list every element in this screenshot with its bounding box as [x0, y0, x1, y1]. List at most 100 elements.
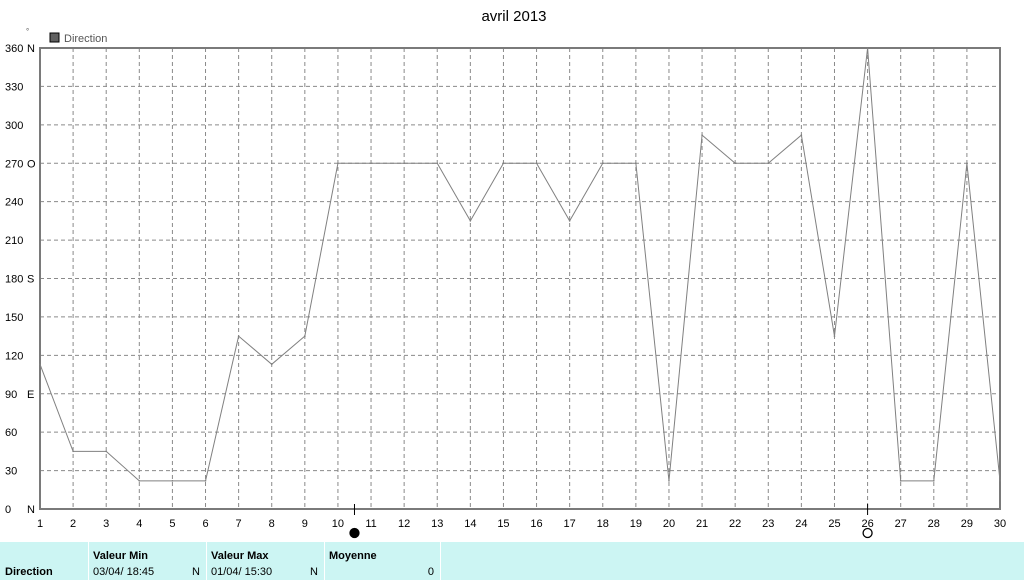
- x-tick-label: 28: [928, 518, 940, 530]
- data-point: [635, 162, 637, 165]
- x-tick-label: 4: [136, 518, 142, 530]
- x-tick-label: 30: [994, 518, 1006, 530]
- data-point: [105, 450, 108, 453]
- data-point: [568, 220, 571, 222]
- x-tick-label: 29: [961, 518, 973, 530]
- data-point: [469, 220, 472, 222]
- y-tick-label: 330: [5, 81, 23, 93]
- x-tick-label: 11: [365, 518, 376, 530]
- data-point: [866, 47, 869, 49]
- x-tick-label: 6: [202, 518, 208, 530]
- y-direction-label: S: [27, 274, 34, 286]
- full-moon-icon: [862, 527, 873, 539]
- data-point: [601, 162, 604, 165]
- data-point: [899, 480, 902, 482]
- data-point: [436, 162, 439, 165]
- footer-separator: [88, 542, 89, 580]
- footer-series-cell: Direction: [0, 542, 88, 580]
- data-point: [72, 450, 74, 453]
- footer-max-cell: Valeur Max 01/04/ 15:30 N: [206, 542, 324, 580]
- data-point: [337, 162, 339, 165]
- footer-min-cell: Valeur Min 03/04/ 18:45 N: [88, 542, 206, 580]
- new-moon-icon: [349, 527, 360, 539]
- y-direction-label: O: [27, 158, 36, 170]
- legend-label: Direction: [64, 33, 107, 45]
- data-point: [204, 480, 207, 482]
- y-tick-label: 270: [5, 158, 23, 170]
- data-point: [966, 162, 968, 165]
- data-point: [932, 480, 935, 482]
- footer-separator: [440, 542, 441, 580]
- y-tick-label: 30: [5, 466, 17, 478]
- min-value: 03/04/ 18:45: [93, 566, 155, 578]
- data-point: [502, 162, 505, 165]
- x-tick-label: 7: [236, 518, 242, 530]
- x-tick-label: 10: [332, 518, 344, 530]
- y-direction-label: N: [27, 43, 35, 55]
- legend-swatch: [49, 32, 60, 43]
- data-point: [800, 134, 803, 136]
- x-tick-label: 19: [630, 518, 642, 530]
- unit-mark: °: [26, 27, 29, 36]
- y-tick-label: 150: [5, 312, 23, 324]
- x-tick-label: 26: [861, 518, 873, 530]
- x-tick-label: 13: [431, 518, 443, 530]
- y-direction-label: E: [27, 389, 34, 401]
- series-line-direction: [39, 47, 1001, 482]
- x-tick-label: 3: [103, 518, 109, 530]
- data-point: [999, 480, 1001, 482]
- x-tick-label: 27: [895, 518, 907, 530]
- x-tick-label: 2: [70, 518, 76, 530]
- x-tick-label: 23: [762, 518, 774, 530]
- data-point: [833, 335, 836, 337]
- x-tick-label: 17: [564, 518, 576, 530]
- x-tick-label: 5: [169, 518, 175, 530]
- footer-separator: [206, 542, 207, 580]
- data-point: [403, 162, 405, 165]
- max-unit: N: [310, 566, 318, 578]
- y-direction-label: N: [27, 504, 35, 516]
- max-value: 01/04/ 15:30: [211, 566, 273, 578]
- x-tick-label: 12: [398, 518, 410, 530]
- data-point: [39, 363, 41, 366]
- y-tick-label: 120: [5, 350, 23, 362]
- footer-separator: [324, 542, 325, 580]
- data-point: [701, 134, 703, 136]
- x-tick-label: 15: [497, 518, 509, 530]
- y-tick-label: 240: [5, 197, 23, 209]
- x-tick-label: 9: [302, 518, 308, 530]
- data-point: [767, 162, 770, 165]
- data-point: [668, 480, 670, 482]
- y-tick-label: 300: [5, 120, 23, 132]
- y-tick-label: 360: [5, 43, 23, 55]
- chart-title: avril 2013: [481, 8, 546, 25]
- x-tick-label: 14: [464, 518, 476, 530]
- data-point: [734, 162, 736, 165]
- data-point: [237, 335, 240, 337]
- x-tick-label: 22: [729, 518, 741, 530]
- data-point: [138, 480, 141, 482]
- avg-value: 0: [427, 566, 434, 578]
- plot-frame: [39, 47, 1001, 510]
- data-point: [270, 363, 273, 366]
- footer-series-name: Direction: [5, 566, 53, 578]
- stats-footer: Direction Valeur Min 03/04/ 18:45 N Vale…: [0, 542, 1024, 580]
- data-point: [171, 480, 174, 482]
- x-tick-label: 25: [828, 518, 840, 530]
- data-point: [535, 162, 538, 165]
- x-tick-label: 24: [795, 518, 807, 530]
- x-tick-label: 1: [37, 518, 43, 530]
- max-header: Valeur Max: [211, 550, 269, 562]
- y-tick-label: 90: [5, 389, 17, 401]
- y-tick-label: 0: [5, 504, 11, 516]
- x-tick-label: 18: [597, 518, 609, 530]
- x-tick-label: 16: [530, 518, 542, 530]
- x-tick-label: 21: [696, 518, 708, 530]
- min-header: Valeur Min: [93, 550, 149, 562]
- x-tick-label: 8: [269, 518, 275, 530]
- data-point: [370, 162, 372, 165]
- y-tick-label: 60: [5, 427, 17, 439]
- min-unit: N: [192, 566, 200, 578]
- avg-header: Moyenne: [329, 550, 377, 562]
